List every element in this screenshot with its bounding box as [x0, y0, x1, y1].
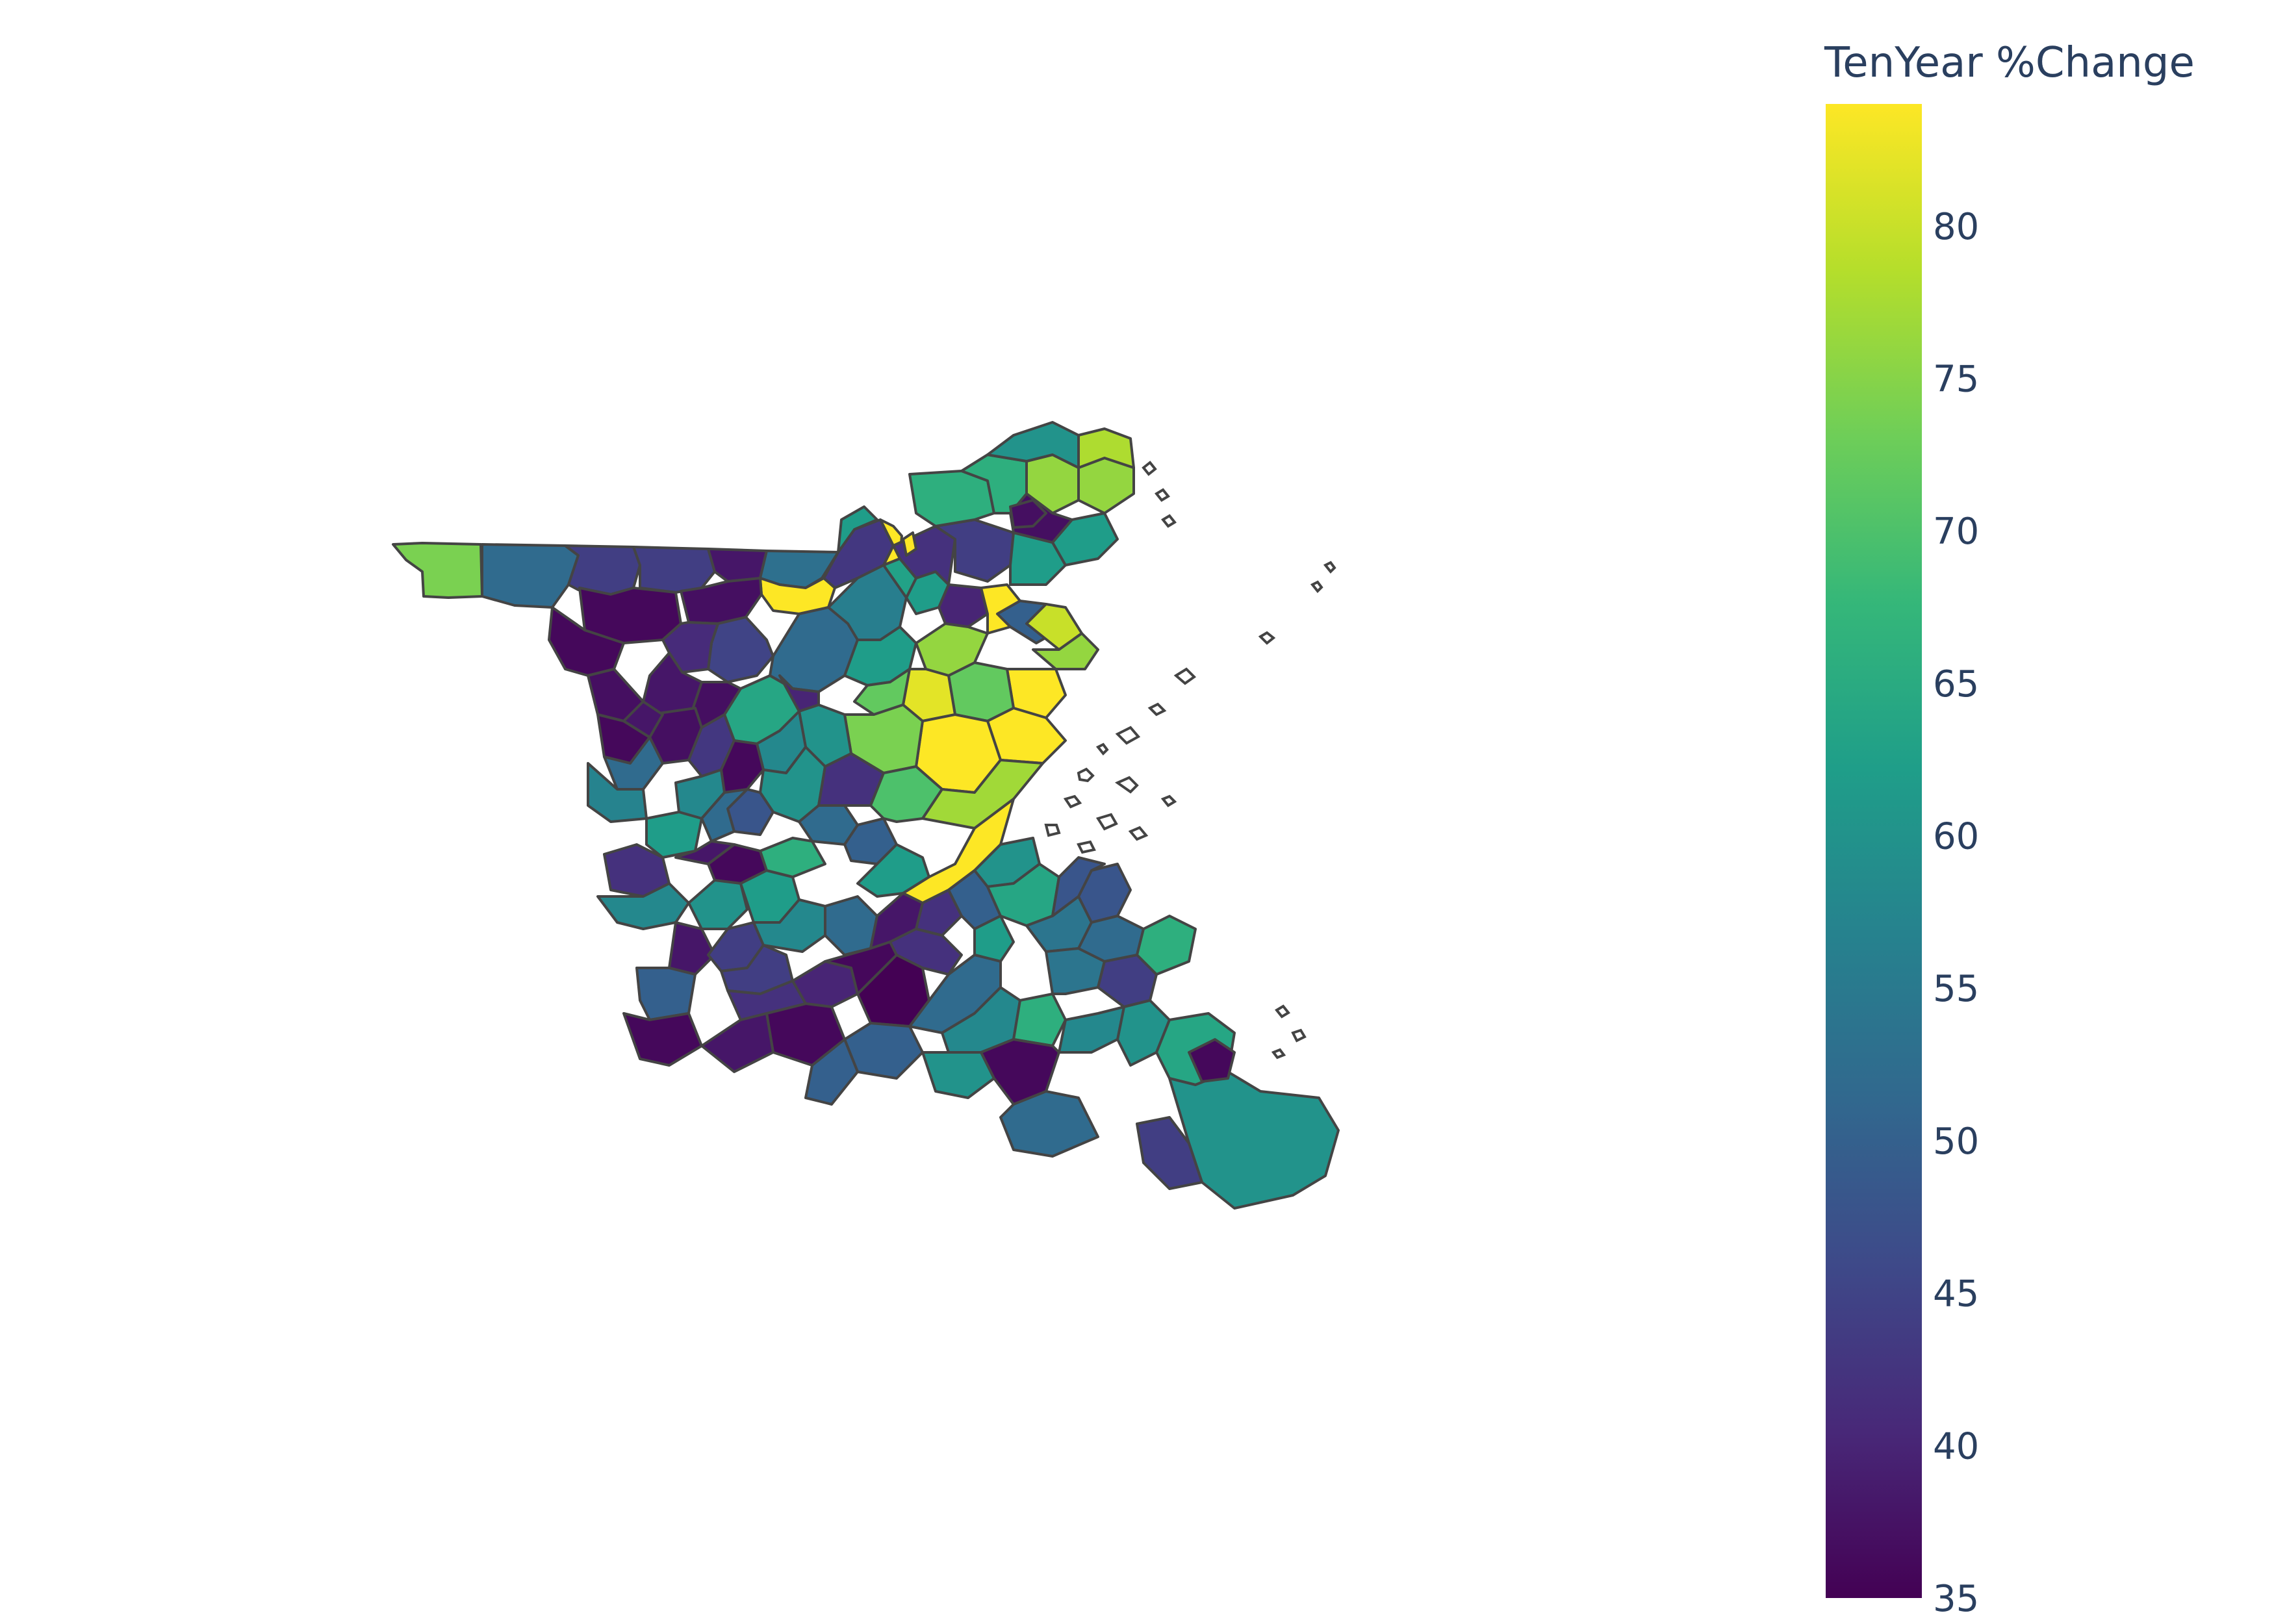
- map-region[interactable]: [622, 1012, 703, 1067]
- map-region[interactable]: [1168, 1071, 1340, 1210]
- map-region[interactable]: [824, 895, 878, 956]
- map-region[interactable]: [1077, 427, 1135, 469]
- map-region[interactable]: [481, 543, 580, 609]
- colorbar-tick-label: 50: [1933, 1121, 1979, 1163]
- map-region[interactable]: [902, 531, 917, 557]
- map-region[interactable]: [687, 879, 748, 930]
- map-region[interactable]: [759, 837, 826, 878]
- colorbar-title: TenYear %Change: [1824, 39, 2195, 87]
- map-region[interactable]: [980, 1038, 1060, 1106]
- map-region[interactable]: [1058, 1006, 1125, 1054]
- coastline-islands: [1044, 461, 1336, 1059]
- map-region[interactable]: [934, 518, 1015, 583]
- colorbar-tick-label: 35: [1933, 1578, 1979, 1620]
- map-region[interactable]: [759, 577, 836, 615]
- map-region[interactable]: [700, 1012, 774, 1073]
- map-region[interactable]: [564, 544, 641, 596]
- map-region[interactable]: [632, 546, 716, 594]
- colorbar-tick-label: 70: [1933, 511, 1979, 553]
- map-region[interactable]: [938, 583, 989, 628]
- map-region[interactable]: [837, 505, 878, 553]
- map-region[interactable]: [804, 1038, 859, 1106]
- map-region[interactable]: [973, 915, 1015, 963]
- map-region[interactable]: [889, 928, 963, 976]
- colorbar-tick-label: 40: [1933, 1425, 1979, 1467]
- colorbar-tick-label: 75: [1933, 358, 1979, 400]
- map-region[interactable]: [999, 1090, 1099, 1158]
- map-region[interactable]: [856, 843, 930, 898]
- map-regions: [392, 421, 1340, 1210]
- colorbar-ticks: 35 40 45 50 55 60 65 70 75 80: [1933, 206, 1979, 1620]
- map-region[interactable]: [392, 542, 483, 599]
- map-region[interactable]: [668, 921, 716, 976]
- colorbar: [1826, 104, 1922, 1598]
- map-region[interactable]: [1051, 856, 1106, 917]
- map-region[interactable]: [674, 840, 735, 865]
- map-region[interactable]: [1025, 603, 1083, 651]
- map-region[interactable]: [1188, 1038, 1236, 1083]
- map-region[interactable]: [1009, 499, 1047, 529]
- colorbar-tick-label: 55: [1933, 968, 1979, 1010]
- map-region[interactable]: [778, 674, 820, 713]
- colorbar-tick-label: 80: [1933, 206, 1979, 248]
- map-region[interactable]: [1012, 993, 1067, 1047]
- map-region[interactable]: [635, 967, 696, 1021]
- map-region[interactable]: [726, 980, 807, 1021]
- map-region[interactable]: [1136, 915, 1197, 976]
- map-region[interactable]: [596, 882, 690, 930]
- colorbar-tick-label: 60: [1933, 816, 1979, 858]
- map-region[interactable]: [1136, 1116, 1203, 1190]
- colorbar-tick-label: 45: [1933, 1273, 1979, 1315]
- map-region[interactable]: [707, 548, 768, 583]
- colorbar-tick-label: 65: [1933, 663, 1979, 705]
